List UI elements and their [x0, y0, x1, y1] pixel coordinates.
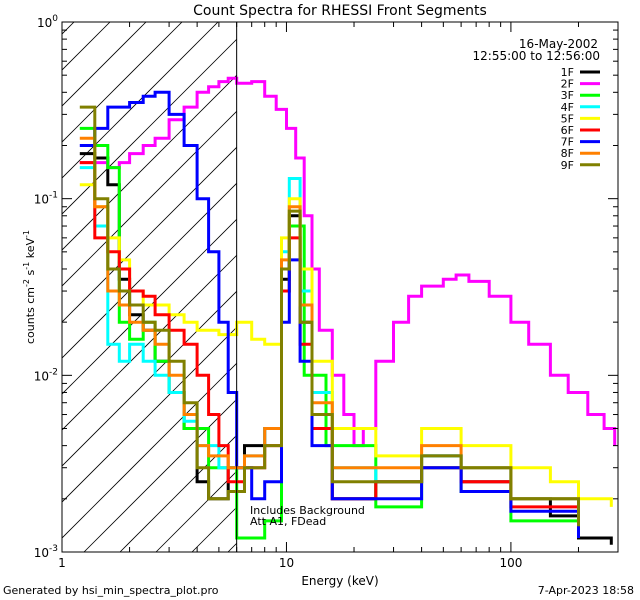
- x-tick-labels: 1 10 100: [58, 556, 522, 570]
- hatch-line: [62, 22, 255, 215]
- y-axis-label: counts cm-2 s-1 keV-1: [22, 230, 37, 344]
- annotation-background: Includes Background: [250, 504, 365, 517]
- legend-label-9F: 9F: [561, 159, 574, 172]
- series-line-2F: [79, 76, 617, 448]
- legend-label-4F: 4F: [561, 101, 574, 114]
- y-tick-label: 10-2: [34, 367, 58, 383]
- date-label: 16-May-2002: [519, 37, 598, 51]
- plot-frame: [61, 21, 619, 553]
- hatch-line: [62, 22, 75, 35]
- x-tick-label: 100: [499, 556, 522, 570]
- hatch-line: [62, 22, 219, 179]
- hatch-line: [62, 22, 291, 251]
- y-tick-labels: 10-3 10-2 10-1 100: [34, 14, 59, 560]
- y-tick-label: 10-3: [34, 544, 58, 560]
- annotation-attenuator: Att A1, FDead: [250, 515, 326, 528]
- chart-title: Count Spectra for RHESSI Front Segments: [193, 3, 487, 19]
- hatch-line: [62, 22, 183, 143]
- y-tick-label: 100: [37, 14, 58, 30]
- legend-label-8F: 8F: [561, 147, 574, 160]
- hatch-line: [624, 0, 640, 552]
- axis-ticks: [61, 21, 619, 553]
- legend-label-5F: 5F: [561, 112, 574, 125]
- x-tick-label: 1: [58, 556, 66, 570]
- x-tick-label: 10: [279, 556, 294, 570]
- legend-label-3F: 3F: [561, 89, 574, 102]
- x-axis-label: Energy (keV): [301, 574, 378, 588]
- legend-label-7F: 7F: [561, 136, 574, 149]
- y-tick-label: 10-1: [34, 191, 58, 207]
- footer-generated-by: Generated by hsi_min_spectra_plot.pro: [3, 584, 219, 597]
- legend-label-1F: 1F: [561, 66, 574, 79]
- footer-timestamp: 7-Apr-2023 18:58: [537, 584, 634, 597]
- legend-label-2F: 2F: [561, 78, 574, 91]
- hatch-line: [62, 22, 147, 107]
- legend-label-6F: 6F: [561, 124, 574, 137]
- time-range-label: 12:55:00 to 12:56:00: [473, 49, 600, 63]
